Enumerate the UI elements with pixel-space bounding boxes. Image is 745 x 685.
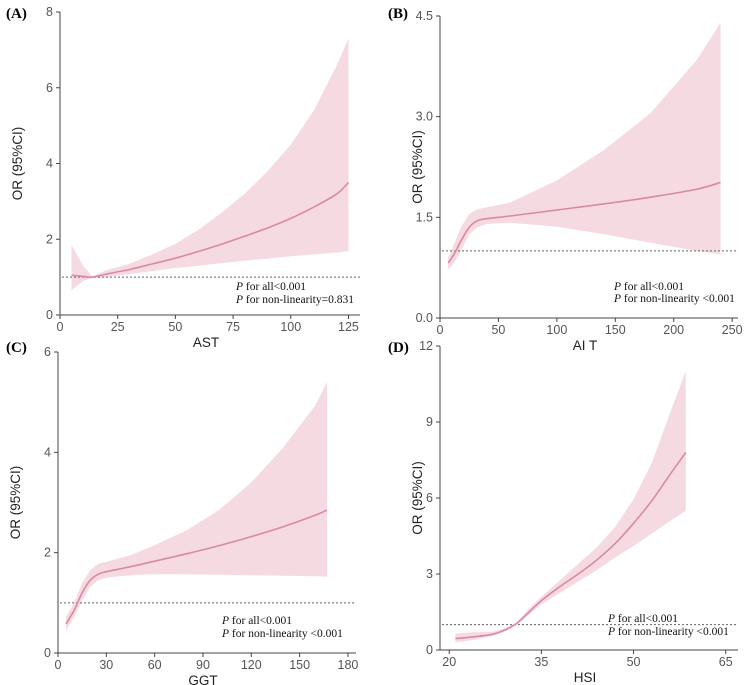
panel-label: (A) bbox=[6, 6, 27, 22]
x-tick-label: 35 bbox=[534, 655, 548, 669]
x-tick-label: 20 bbox=[442, 655, 456, 669]
y-tick-label: 2 bbox=[44, 546, 51, 560]
x-tick-label: 200 bbox=[663, 323, 684, 337]
panel-c: 0 30 60 90 120 150 180 0 2 4 6 GGT OR (95%CI) (C) P fo… bbox=[6, 340, 358, 685]
y-tick-label: 8 bbox=[46, 5, 53, 19]
or-curve bbox=[71, 181, 350, 279]
x-tick-label: 150 bbox=[605, 323, 626, 337]
p-value-annotation: P for all<0.001 bbox=[235, 281, 306, 293]
y-tick-label: 0 bbox=[426, 643, 433, 657]
x-tick-label: 250 bbox=[722, 323, 743, 337]
or-curve bbox=[455, 451, 687, 640]
y-tick-label: 6 bbox=[44, 345, 51, 359]
panel-a: 0 25 50 75 100 125 0 2 4 6 8 AST OR (95%CI) (A) P for … bbox=[6, 5, 360, 350]
y-tick-label: 3.0 bbox=[416, 110, 433, 124]
confidence-band bbox=[66, 382, 327, 631]
p-value-annotation: P for non-linearity <0.001 bbox=[221, 628, 343, 640]
or-curve bbox=[447, 181, 721, 264]
y-tick-label: 4 bbox=[46, 157, 53, 171]
x-axis-title: AST bbox=[193, 335, 219, 350]
y-tick-label: 3 bbox=[426, 567, 433, 581]
x-tick-label: 100 bbox=[280, 320, 301, 334]
panel-d: 20 35 50 65 0 3 6 9 12 HSI OR (95%CI) (D) P for all<… bbox=[388, 339, 738, 685]
y-tick-label: 4 bbox=[44, 445, 51, 459]
x-tick-label: 50 bbox=[168, 320, 182, 334]
x-tick-label: 60 bbox=[148, 658, 162, 672]
panel-label: (B) bbox=[388, 6, 408, 22]
y-axis-title: OR (95%CI) bbox=[410, 130, 425, 204]
x-tick-label: 0 bbox=[437, 323, 444, 337]
p-value-annotation: P for non-linearity <0.001 bbox=[613, 293, 735, 305]
x-axis-title: HSI bbox=[574, 670, 597, 685]
x-tick-label: 50 bbox=[627, 655, 641, 669]
x-axis-title: GGT bbox=[188, 673, 217, 685]
x-tick-label: 75 bbox=[226, 320, 240, 334]
y-axis-title: OR (95%CI) bbox=[8, 466, 23, 540]
panel-label: (D) bbox=[388, 340, 409, 356]
y-axis-title: OR (95%CI) bbox=[410, 461, 425, 535]
x-axis-title: AI T bbox=[573, 338, 598, 353]
y-tick-label: 2 bbox=[46, 232, 53, 246]
p-value-annotation: P for non-linearity <0.001 bbox=[607, 626, 729, 638]
p-value-annotation: P for all<0.001 bbox=[221, 615, 292, 627]
p-value-annotation: P for all<0.001 bbox=[607, 613, 678, 625]
x-tick-label: 65 bbox=[719, 655, 733, 669]
p-value-annotation: P for all<0.001 bbox=[613, 281, 684, 293]
x-tick-label: 150 bbox=[289, 658, 310, 672]
confidence-band bbox=[455, 371, 686, 643]
y-tick-label: 4.5 bbox=[416, 9, 433, 23]
y-axis-title: OR (95%CI) bbox=[10, 127, 25, 201]
x-tick-label: 180 bbox=[338, 658, 359, 672]
x-tick-label: 30 bbox=[99, 658, 113, 672]
or-curve bbox=[65, 509, 328, 625]
x-tick-label: 120 bbox=[241, 658, 262, 672]
y-tick-label: 0 bbox=[46, 308, 53, 322]
p-value-annotation: P for non-linearity=0.831 bbox=[235, 294, 354, 306]
x-tick-label: 25 bbox=[111, 320, 125, 334]
x-tick-label: 50 bbox=[491, 323, 505, 337]
y-tick-label: 6 bbox=[426, 491, 433, 505]
panel-label: (C) bbox=[6, 340, 27, 356]
y-tick-label: 9 bbox=[426, 415, 433, 429]
x-tick-label: 100 bbox=[546, 323, 567, 337]
x-tick-label: 90 bbox=[196, 658, 210, 672]
y-tick-label: 0 bbox=[44, 646, 51, 660]
confidence-band bbox=[448, 22, 721, 270]
x-tick-label: 0 bbox=[55, 658, 62, 672]
y-tick-label: 0.0 bbox=[416, 311, 433, 325]
y-tick-label: 12 bbox=[419, 339, 433, 353]
panel-b: 0 50 100 150 200 250 0.0 1.5 3.0 4.5 AI T OR (95%CI… bbox=[388, 6, 743, 353]
confidence-band bbox=[71, 38, 349, 291]
x-tick-label: 125 bbox=[338, 320, 359, 334]
x-tick-label: 0 bbox=[57, 320, 64, 334]
y-tick-label: 1.5 bbox=[416, 210, 433, 224]
y-tick-label: 6 bbox=[46, 81, 53, 95]
